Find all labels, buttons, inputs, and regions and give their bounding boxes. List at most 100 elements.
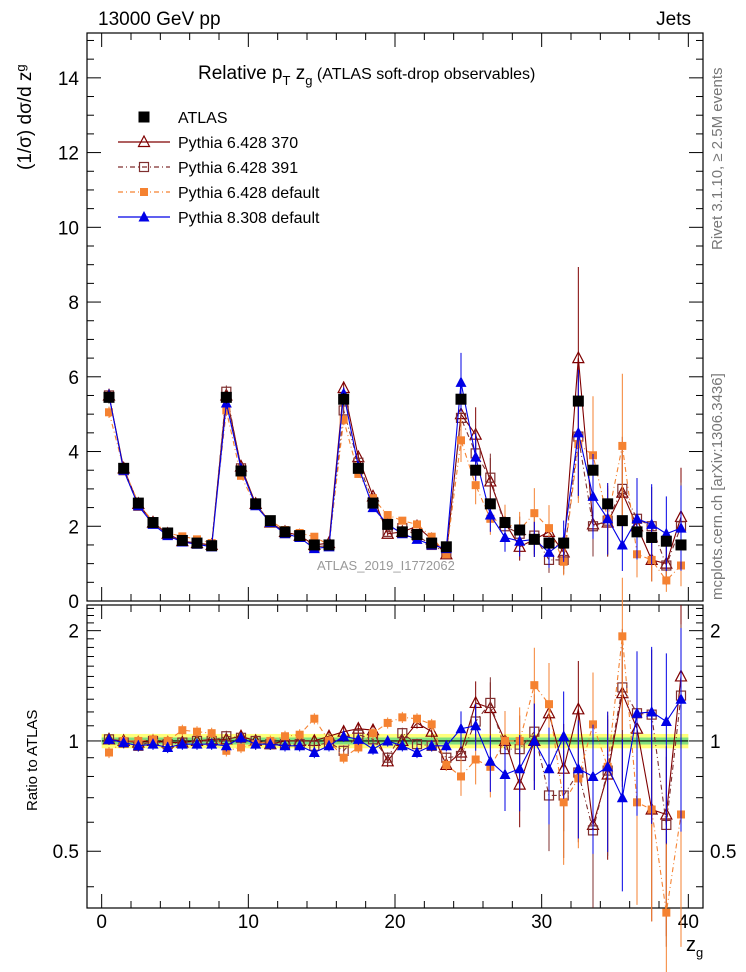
ratio-point [105,748,113,757]
data-point [352,462,364,474]
x-axis-label-sub: g [696,945,703,960]
series-pythia-6-428-370 [102,267,688,585]
ratio-point [528,734,540,746]
series-line [108,382,682,554]
data-point [528,533,540,545]
y-axis-label: (1/σ) dσ/d zg [13,64,36,170]
ratio-tick-label: 1 [68,732,79,753]
ratio-point [250,738,262,749]
ratio-point [382,734,394,746]
data-point [660,535,672,547]
ratio-point [295,730,304,739]
legend-item: Pythia 6.428 391 [118,160,298,177]
x-tick-label: 20 [384,912,405,933]
ratio-point [103,733,115,744]
series-pythia-8-308-default [103,352,687,572]
ratio-point [572,762,584,774]
y-tick-label: 6 [68,368,79,389]
ratio-point [470,719,482,731]
data-point [457,436,465,445]
data-point [398,516,407,525]
ratio-point [294,739,306,751]
ratio-line [108,685,682,831]
ratio-point [279,739,291,751]
ratio-point [618,632,627,641]
ratio-point [426,739,438,751]
data-point [383,511,392,520]
data-point [471,481,480,490]
chart-title-rest: (ATLAS soft-drop observables) [312,66,535,83]
ratio-point [559,798,568,807]
data-point [675,539,687,551]
ratio-point [545,700,553,709]
data-point [103,391,115,403]
data-point [602,512,614,524]
legend-marker [137,134,151,148]
ratio-point [369,729,377,738]
data-point [440,541,452,553]
ratio-point [323,739,335,751]
data-point [105,408,113,417]
data-point [132,497,144,509]
data-point [264,515,276,527]
data-point [279,526,291,538]
x-axis-label: zg [686,934,703,960]
ratio-point [178,726,187,735]
data-point [499,531,511,542]
chart-title-main: Relative p [198,63,283,84]
analysis-watermark: ATLAS_2019_I1772062 [317,558,455,573]
y-axis-label-sub: g [13,64,28,71]
ratio-point [147,738,159,749]
data-point [631,512,643,524]
ratio-point [455,750,467,762]
ratio-point [530,681,539,690]
ratio-point [442,760,451,769]
data-point [455,393,467,405]
ratio-point [514,762,526,774]
ratio-point [660,715,672,727]
data-point [294,530,306,542]
ratio-point [457,772,465,781]
data-point [572,426,584,438]
ratio-point [352,733,364,744]
ratio-point [485,697,496,709]
marks [102,267,688,972]
ratio-point [471,755,480,764]
ratio-point [281,732,289,741]
data-point [646,531,658,543]
ratio-point [381,754,395,767]
ratio-point [206,738,218,749]
data-point [484,509,496,520]
ratio-line [108,698,682,800]
y-tick-label: 12 [58,144,79,165]
y-tick-label: 14 [58,69,80,90]
ratio-point [367,743,379,754]
ratio-point [499,768,511,779]
legend-marker [138,111,150,123]
ratio-point [382,752,393,763]
ratio-point [310,714,319,723]
ratio-point [118,736,130,748]
ratio-point [339,753,348,762]
data-point [662,576,671,585]
header-energy: 13000 GeV pp [98,9,221,30]
ratio-point [413,714,421,723]
data-point [235,465,247,477]
y-tick-label: 8 [68,293,79,314]
legend-marker [140,188,148,196]
y-tick-label: 10 [58,218,79,239]
legend: ATLAS Pythia 6.428 370 Pythia 6.428 391 Pyt… [118,110,320,227]
data-point [470,464,482,476]
ratio-point [587,770,599,781]
data-point [222,406,231,415]
data-point [530,509,539,518]
x-tick-label: 10 [238,912,259,933]
ratio-point [398,713,407,722]
data-point [411,528,423,540]
ratio-point [484,755,496,766]
legend-label: Pythia 6.428 370 [178,135,298,152]
data-point [616,538,628,550]
data-point [308,539,320,551]
ratio-point [207,729,216,738]
